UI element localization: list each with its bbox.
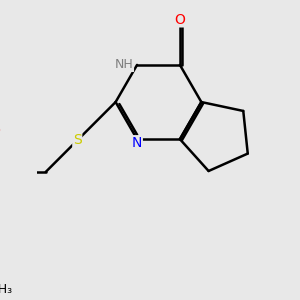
Text: NH: NH xyxy=(115,58,134,71)
Text: O: O xyxy=(175,13,185,27)
Text: O: O xyxy=(0,124,1,138)
Text: N: N xyxy=(132,136,142,150)
Text: CH₃: CH₃ xyxy=(0,283,12,296)
Text: S: S xyxy=(73,134,82,147)
